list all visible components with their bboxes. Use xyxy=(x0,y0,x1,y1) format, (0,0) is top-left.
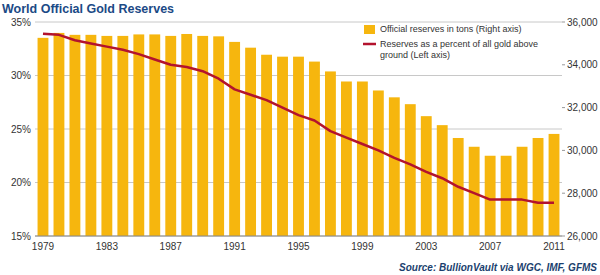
y-tick-label: 15% xyxy=(11,231,31,242)
title: World Official Gold Reserves xyxy=(2,2,174,16)
x-tick-label: 1983 xyxy=(96,241,119,252)
bar xyxy=(181,34,192,236)
y2-tick-label: 26,000 xyxy=(567,231,598,242)
x-tick-label: 1995 xyxy=(287,241,310,252)
bar xyxy=(69,35,80,236)
bar xyxy=(325,71,336,236)
bar xyxy=(309,62,320,236)
y-tick-label: 35% xyxy=(11,17,31,28)
y2-tick xyxy=(562,193,565,194)
bar xyxy=(277,57,288,236)
bar xyxy=(549,134,560,236)
y-tick-label: 25% xyxy=(11,124,31,135)
bar xyxy=(485,156,496,236)
y2-tick-label: 30,000 xyxy=(567,145,598,156)
legend-swatch xyxy=(363,43,376,46)
bar xyxy=(38,38,49,236)
bar xyxy=(149,34,160,236)
bar xyxy=(501,156,512,236)
y2-tick xyxy=(562,236,565,237)
bar xyxy=(197,36,208,236)
y-tick-label: 20% xyxy=(11,177,31,188)
bar xyxy=(517,147,528,236)
legend-label: Reserves as a percent of all gold aboveg… xyxy=(380,39,538,60)
x-axis xyxy=(35,236,562,237)
bar xyxy=(85,35,96,236)
x-tick-label: 2007 xyxy=(479,241,502,252)
bar xyxy=(421,116,432,236)
bar xyxy=(373,90,384,236)
y2-tick-label: 32,000 xyxy=(567,102,598,113)
source: Source: BullionVault via WGC, IMF, GFMS xyxy=(399,262,597,273)
line xyxy=(43,34,554,203)
grid-line xyxy=(35,236,562,237)
x-tick-label: 1979 xyxy=(32,241,55,252)
x-tick-label: 1987 xyxy=(160,241,183,252)
y2-tick-label: 28,000 xyxy=(567,188,598,199)
chart: World Official Gold Reserves 15% 20% 25% 30%… xyxy=(0,0,600,275)
grid xyxy=(35,22,562,236)
bar xyxy=(117,36,128,236)
y2-tick-label: 34,000 xyxy=(567,59,598,70)
x-tick-label: 1991 xyxy=(223,241,246,252)
grid-line xyxy=(35,22,562,23)
plot-area xyxy=(38,33,560,236)
bar xyxy=(405,104,416,236)
bar xyxy=(133,34,144,236)
x-tick-label: 2003 xyxy=(415,241,438,252)
y2-tick xyxy=(562,107,565,108)
bar xyxy=(533,138,544,236)
y2-tick-label: 36,000 xyxy=(567,17,598,28)
x-tick-label: 2011 xyxy=(543,241,565,252)
bar xyxy=(357,81,368,236)
y2-tick xyxy=(562,150,565,151)
bar xyxy=(389,97,400,236)
bar xyxy=(229,42,240,236)
bar xyxy=(54,33,65,236)
legend: Official reserves in tons (Right axis) Re… xyxy=(363,24,538,60)
legend-swatch xyxy=(364,25,375,34)
y-tick-label: 30% xyxy=(11,70,31,81)
bar xyxy=(341,81,352,236)
bar xyxy=(293,57,304,236)
y2-tick xyxy=(562,22,565,23)
bar xyxy=(101,36,112,236)
legend-label: Official reserves in tons (Right axis) xyxy=(380,24,521,34)
x-tick-label: 1999 xyxy=(351,241,374,252)
bar xyxy=(245,48,256,236)
bar xyxy=(213,36,224,236)
y2-tick xyxy=(562,64,565,65)
bar xyxy=(261,55,272,236)
